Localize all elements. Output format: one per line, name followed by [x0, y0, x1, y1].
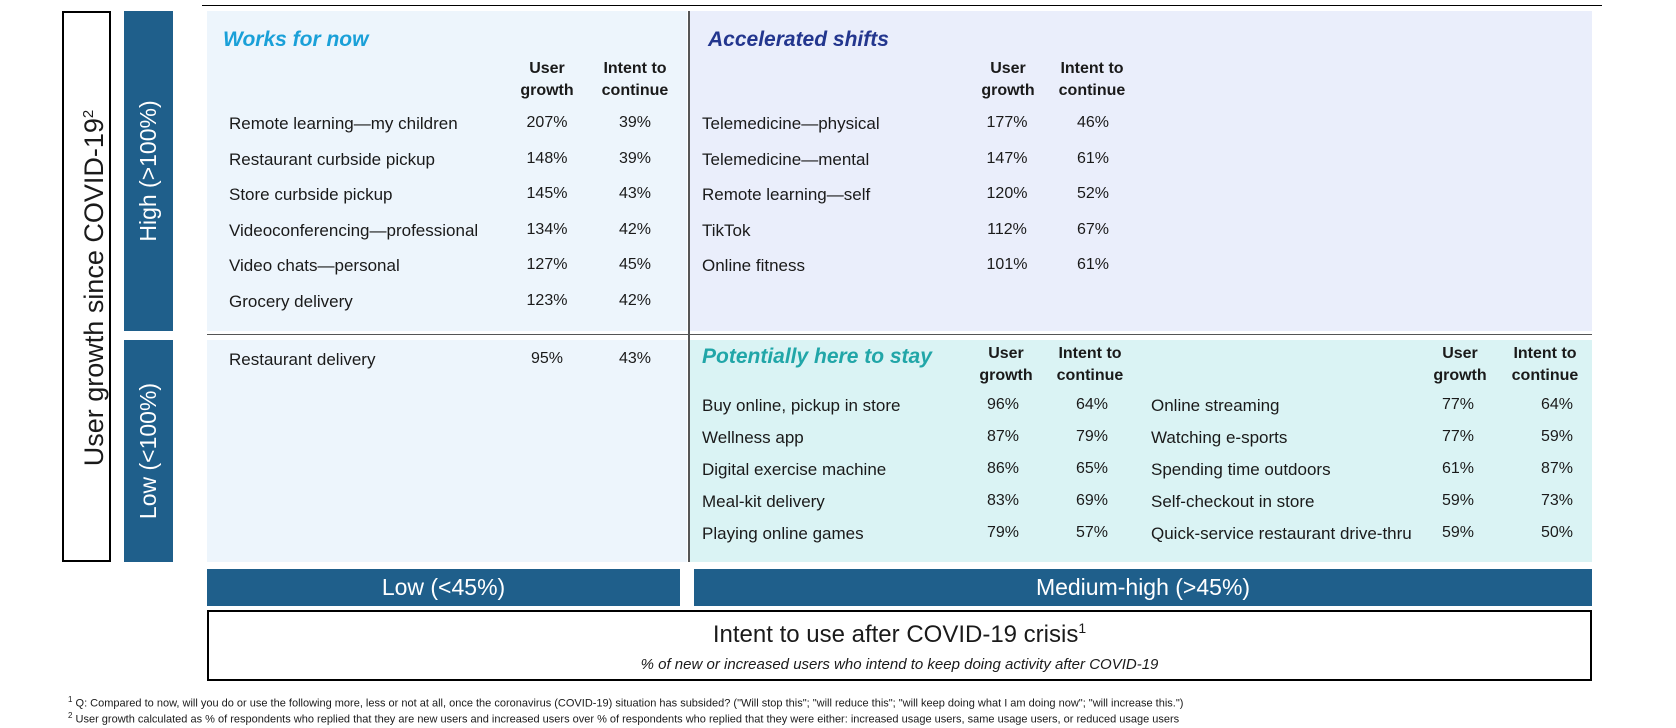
y-axis-box: User growth since COVID-192	[62, 11, 111, 562]
quadrant-works-for-now	[207, 11, 687, 331]
item-user-growth: 134%	[526, 220, 568, 238]
vertical-divider	[688, 11, 690, 562]
item-label: Quick-service restaurant drive-thru	[1151, 524, 1412, 543]
item-intent-to-continue: 67%	[1076, 220, 1110, 238]
item-intent-to-continue: 64%	[1075, 396, 1109, 413]
quadrant-title-works-for-now: Works for now	[223, 28, 369, 51]
x-axis-title: Intent to use after COVID-19 crisis1	[712, 620, 1087, 648]
x-axis-subtitle: % of new or increased users who intend t…	[640, 656, 1159, 673]
item-intent-to-continue: 42%	[618, 291, 652, 309]
col-header-growth: User growth	[979, 345, 1033, 384]
horizontal-divider	[207, 334, 1592, 335]
col-header-growth: User growth	[1433, 345, 1487, 384]
col-header-intent: Intent to continue	[1058, 60, 1126, 99]
item-user-growth: 120%	[986, 185, 1028, 202]
item-user-growth: 86%	[986, 460, 1020, 477]
item-intent-to-continue: 52%	[1076, 185, 1110, 202]
quadrant-title-here-to-stay: Potentially here to stay	[702, 345, 932, 368]
item-label: Restaurant curbside pickup	[229, 149, 436, 169]
item-user-growth: 87%	[986, 428, 1020, 445]
footnote-1: 1 Q: Compared to now, will you do or use…	[68, 695, 1184, 710]
item-user-growth: 112%	[987, 220, 1027, 238]
quadrant-accelerated-shifts	[690, 11, 1592, 331]
item-label: Telemedicine—mental	[702, 149, 870, 169]
item-user-growth: 61%	[1441, 460, 1475, 477]
item-intent-to-continue: 39%	[618, 149, 652, 167]
item-label: Wellness app	[702, 428, 804, 447]
col-header-intent: Intent to continue	[1056, 345, 1124, 384]
row-band-low: Low (<100%)	[124, 340, 173, 562]
item-intent-to-continue: 39%	[618, 114, 652, 131]
item-label: Grocery delivery	[229, 291, 353, 311]
item-intent-to-continue: 43%	[618, 185, 652, 202]
col-header-growth: User growth	[520, 60, 574, 99]
item-user-growth: 123%	[526, 291, 568, 309]
y-axis-label: User growth since COVID-192	[79, 109, 109, 467]
item-label: Store curbside pickup	[229, 185, 393, 204]
item-user-growth: 96%	[986, 396, 1020, 413]
item-label: Meal-kit delivery	[702, 492, 825, 511]
item-label: Video chats—personal	[229, 256, 400, 275]
item-intent-to-continue: 45%	[618, 256, 652, 273]
col-header-intent: Intent to continue	[601, 60, 669, 99]
item-intent-to-continue: 79%	[1075, 428, 1109, 445]
col-header-intent: Intent to continue	[1511, 345, 1579, 384]
footnote-2: 2 User growth calculated as % of respond…	[68, 711, 1180, 726]
item-user-growth: 145%	[526, 185, 568, 202]
item-intent-to-continue: 73%	[1540, 492, 1574, 509]
item-intent-to-continue: 65%	[1075, 460, 1109, 477]
item-label: Digital exercise machine	[702, 460, 887, 479]
item-label: Self-checkout in store	[1151, 492, 1315, 511]
item-intent-to-continue: 61%	[1076, 149, 1110, 167]
item-intent-to-continue: 50%	[1540, 524, 1574, 541]
item-label: Playing online games	[702, 524, 864, 543]
item-label: Remote learning—my children	[229, 114, 458, 133]
quadrant-low-low	[207, 340, 687, 562]
item-intent-to-continue: 61%	[1076, 256, 1110, 273]
item-user-growth: 207%	[526, 114, 568, 131]
item-intent-to-continue: 59%	[1540, 428, 1574, 445]
item-user-growth: 83%	[986, 492, 1020, 509]
item-user-growth: 177%	[986, 114, 1028, 131]
item-user-growth: 79%	[986, 524, 1020, 541]
quadrant-title-accelerated-shifts: Accelerated shifts	[708, 28, 889, 51]
item-label: Restaurant delivery	[229, 350, 376, 369]
item-user-growth: 148%	[526, 149, 568, 167]
item-intent-to-continue: 43%	[618, 350, 652, 367]
item-intent-to-continue: 87%	[1540, 460, 1574, 477]
item-user-growth: 101%	[986, 256, 1028, 273]
item-intent-to-continue: 64%	[1540, 396, 1574, 413]
row-band-high-label: High (>100%)	[135, 100, 161, 242]
item-intent-to-continue: 69%	[1075, 492, 1109, 509]
col-header-growth: User growth	[981, 60, 1035, 99]
item-user-growth: 59%	[1441, 492, 1475, 509]
top-rule	[202, 5, 1602, 6]
item-label: Buy online, pickup in store	[702, 396, 901, 415]
item-label: Watching e-sports	[1151, 428, 1288, 447]
item-user-growth: 95%	[530, 350, 564, 367]
item-label: Remote learning—self	[702, 185, 871, 204]
item-label: Online streaming	[1151, 396, 1280, 415]
item-label: Online fitness	[702, 256, 805, 275]
row-band-high: High (>100%)	[124, 11, 173, 331]
item-intent-to-continue: 46%	[1076, 114, 1110, 131]
item-intent-to-continue: 42%	[618, 220, 652, 238]
column-band-high: Medium-high (>45%)	[694, 569, 1592, 606]
item-user-growth: 147%	[986, 149, 1028, 167]
x-axis-box: Intent to use after COVID-19 crisis1 % o…	[207, 610, 1592, 681]
quadrant-here-to-stay	[690, 340, 1592, 562]
item-user-growth: 77%	[1441, 428, 1475, 445]
column-band-low: Low (<45%)	[207, 569, 680, 606]
item-user-growth: 127%	[526, 256, 568, 273]
item-label: Telemedicine—physical	[702, 114, 880, 133]
item-label: TikTok	[702, 220, 751, 240]
item-user-growth: 59%	[1441, 524, 1475, 541]
item-user-growth: 77%	[1441, 396, 1475, 413]
item-label: Spending time outdoors	[1151, 460, 1331, 479]
item-intent-to-continue: 57%	[1075, 524, 1109, 541]
item-label: Videoconferencing—professional	[229, 220, 479, 240]
row-band-low-label: Low (<100%)	[135, 382, 161, 520]
